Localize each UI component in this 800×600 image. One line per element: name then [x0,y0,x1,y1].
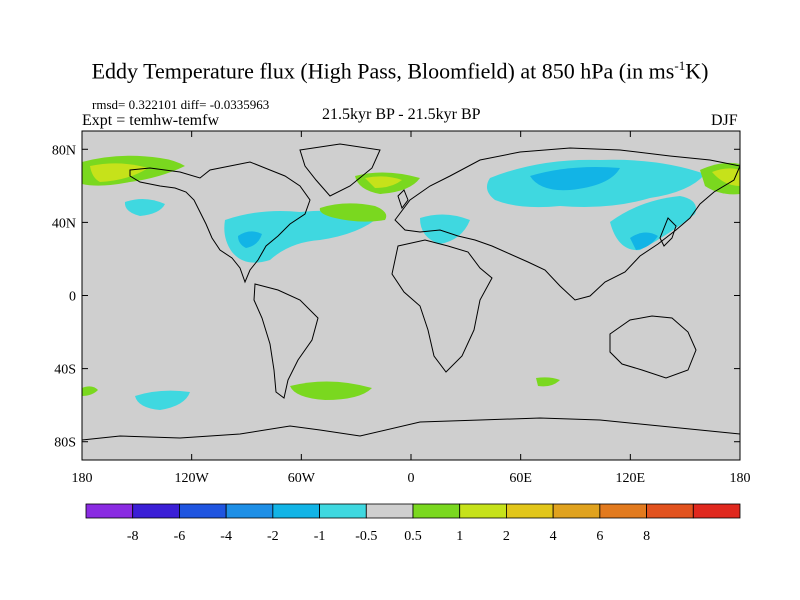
lat-tick-label: 40N [52,216,76,231]
colorbar-swatch [506,503,554,519]
contour-fill-layer [82,155,740,410]
colorbar-swatch [85,503,134,519]
colorbar-label: 2 [503,529,510,544]
lat-tick-label: 40S [54,363,76,378]
colorbar-label: 0.5 [404,529,422,544]
colorbar-swatch [692,503,741,519]
colorbar-label: -8 [127,529,139,544]
contour-region [82,386,98,396]
colorbar-swatch [179,503,227,519]
experiment-label: Expt = temhw-temfw [82,112,219,129]
colorbar-swatch [225,503,274,519]
lon-tick-label: 60E [509,471,532,486]
colorbar-swatch [365,503,414,519]
colorbar-swatch [552,503,601,519]
contour-region [135,390,190,410]
lon-tick-label: 120E [616,471,646,486]
coastlines [82,143,740,441]
coastline-greenland [299,143,381,197]
map-title: Eddy Temperature flux (High Pass, Bloomf… [91,58,709,84]
lon-tick-label: 0 [408,471,415,486]
lat-tick-label: 0 [69,290,76,305]
colorbar-label: -6 [174,529,186,544]
contour-region [712,168,740,186]
coastline-south-america [253,283,319,399]
colorbar-label: 8 [643,529,650,544]
colorbar-label: 1 [456,529,463,544]
center-label: 21.5kyr BP - 21.5kyr BP [322,106,481,123]
colorbar-swatch [272,503,320,519]
colorbar-swatch [646,503,694,519]
colorbar-swatch [132,503,180,519]
coastline-africa [391,239,493,373]
lat-tick-label: 80S [54,436,76,451]
contour-region [630,232,658,250]
contour-region [224,210,380,263]
contour-region [420,214,470,244]
colorbar-swatch [412,503,461,519]
colorbar-label: 6 [596,529,603,544]
colorbar-swatch [459,503,507,519]
longitude-axis: 180 120W 60W 0 60E 120E 180 [72,131,751,486]
season-label: DJF [711,112,738,129]
contour-region [238,231,262,248]
contour-region [124,198,165,216]
colorbar-label: -1 [314,529,326,544]
coastline-eurasia [394,147,740,301]
contour-region [290,381,372,400]
lon-tick-label: 180 [72,471,93,486]
lon-tick-label: 120W [175,471,210,486]
coastline-antarctica [82,417,740,441]
lon-tick-label: 60W [288,471,316,486]
colorbar: -8 -6 -4 -2 -1 -0.5 0.5 1 2 4 6 8 [85,503,741,544]
colorbar-swatch [599,503,647,519]
contour-region [530,167,620,191]
contour-region [365,176,402,188]
colorbar-label: -2 [267,529,279,544]
coastline-australia [609,315,697,379]
contour-region [536,377,560,387]
colorbar-label: 4 [550,529,557,544]
coastline-britain [397,189,409,210]
colorbar-swatch [319,503,367,519]
colorbar-label: -0.5 [355,529,377,544]
lon-tick-label: 180 [730,471,751,486]
contour-region [90,163,148,182]
contour-region [319,203,387,222]
latitude-axis: 80N 40N 0 40S 80S [52,143,740,451]
coastline-north-america [129,161,311,284]
stats-line: rmsd= 0.322101 diff= -0.0335963 [92,97,270,112]
colorbar-label: -4 [220,529,232,544]
contour-region [610,196,696,251]
coastline-japan [659,217,677,247]
lat-tick-label: 80N [52,143,76,158]
